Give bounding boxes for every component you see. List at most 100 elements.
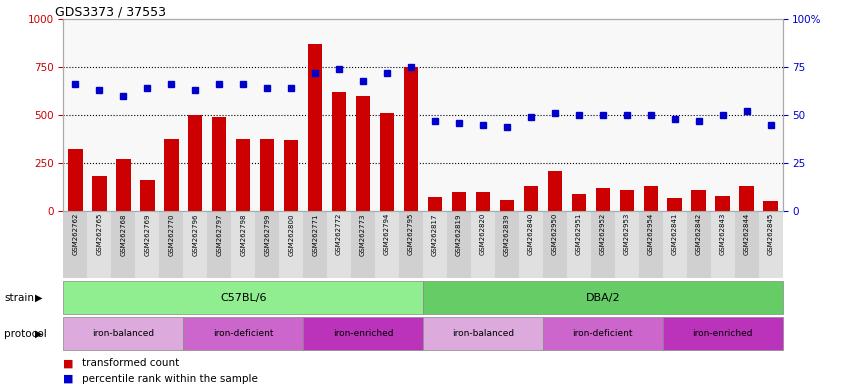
Text: GSM262797: GSM262797 — [217, 213, 222, 256]
Bar — [716, 196, 730, 211]
Bar — [543, 211, 567, 278]
Text: GSM262952: GSM262952 — [600, 213, 606, 255]
Bar — [284, 140, 299, 211]
Bar — [547, 171, 562, 211]
Text: GSM262954: GSM262954 — [648, 213, 654, 255]
Text: iron-deficient: iron-deficient — [213, 329, 273, 338]
Text: DBA/2: DBA/2 — [585, 293, 620, 303]
Bar — [662, 211, 687, 278]
Text: GSM262839: GSM262839 — [504, 213, 510, 256]
Bar — [404, 67, 418, 211]
Bar — [543, 317, 662, 350]
Text: strain: strain — [4, 293, 34, 303]
Bar — [759, 211, 783, 278]
Text: GSM262799: GSM262799 — [264, 213, 270, 256]
Bar — [327, 211, 351, 278]
Bar — [135, 211, 159, 278]
Bar — [447, 211, 471, 278]
Bar — [303, 211, 327, 278]
Text: GSM262800: GSM262800 — [288, 213, 294, 256]
Bar — [63, 317, 184, 350]
Bar — [428, 197, 442, 211]
Text: ■: ■ — [63, 358, 74, 368]
Text: GSM262840: GSM262840 — [528, 213, 534, 255]
Bar — [596, 188, 610, 211]
Text: iron-enriched: iron-enriched — [332, 329, 393, 338]
Bar — [711, 211, 734, 278]
Bar — [375, 211, 399, 278]
Bar — [356, 96, 371, 211]
Bar — [308, 44, 322, 211]
Bar — [619, 190, 634, 211]
Text: protocol: protocol — [4, 328, 47, 339]
Text: percentile rank within the sample: percentile rank within the sample — [82, 374, 258, 384]
Bar — [591, 211, 615, 278]
Bar — [734, 211, 759, 278]
Bar — [63, 211, 87, 278]
Bar — [159, 211, 184, 278]
Text: GSM262845: GSM262845 — [767, 213, 773, 255]
Bar — [475, 192, 490, 211]
Text: C57BL/6: C57BL/6 — [220, 293, 266, 303]
Text: GSM262844: GSM262844 — [744, 213, 750, 255]
Bar — [452, 192, 466, 211]
Bar — [207, 211, 231, 278]
Bar — [255, 211, 279, 278]
Text: GSM262819: GSM262819 — [456, 213, 462, 256]
Text: GSM262820: GSM262820 — [480, 213, 486, 255]
Bar — [63, 281, 423, 314]
Bar — [92, 176, 107, 211]
Text: GSM262841: GSM262841 — [672, 213, 678, 255]
Bar — [739, 186, 754, 211]
Bar — [662, 317, 783, 350]
Text: GSM262795: GSM262795 — [408, 213, 414, 255]
Bar — [667, 198, 682, 211]
Text: GDS3373 / 37553: GDS3373 / 37553 — [55, 6, 166, 19]
Bar — [380, 113, 394, 211]
Bar — [279, 211, 303, 278]
Bar — [303, 317, 423, 350]
Text: GSM262768: GSM262768 — [120, 213, 126, 256]
Text: GSM262773: GSM262773 — [360, 213, 366, 256]
Bar — [423, 281, 783, 314]
Bar — [691, 190, 706, 211]
Text: ■: ■ — [63, 374, 74, 384]
Bar — [567, 211, 591, 278]
Bar — [140, 180, 155, 211]
Text: GSM262771: GSM262771 — [312, 213, 318, 256]
Text: GSM262765: GSM262765 — [96, 213, 102, 255]
Text: GSM262843: GSM262843 — [720, 213, 726, 255]
Bar — [332, 92, 346, 211]
Text: GSM262762: GSM262762 — [73, 213, 79, 255]
Bar — [572, 194, 586, 211]
Text: GSM262842: GSM262842 — [695, 213, 701, 255]
Text: ▶: ▶ — [36, 328, 42, 339]
Text: GSM262769: GSM262769 — [145, 213, 151, 256]
Bar — [399, 211, 423, 278]
Bar — [644, 186, 658, 211]
Bar — [763, 201, 777, 211]
Bar — [615, 211, 639, 278]
Bar — [519, 211, 543, 278]
Text: GSM262953: GSM262953 — [624, 213, 629, 255]
Bar — [236, 139, 250, 211]
Bar — [687, 211, 711, 278]
Bar — [112, 211, 135, 278]
Bar — [164, 139, 179, 211]
Bar — [639, 211, 662, 278]
Bar — [212, 117, 227, 211]
Bar — [184, 317, 303, 350]
Text: iron-deficient: iron-deficient — [573, 329, 633, 338]
Text: GSM262770: GSM262770 — [168, 213, 174, 256]
Text: GSM262772: GSM262772 — [336, 213, 342, 255]
Bar — [69, 149, 83, 211]
Text: iron-balanced: iron-balanced — [92, 329, 155, 338]
Bar — [500, 200, 514, 211]
Bar — [495, 211, 519, 278]
Bar — [260, 139, 274, 211]
Text: GSM262951: GSM262951 — [576, 213, 582, 255]
Text: transformed count: transformed count — [82, 358, 179, 368]
Text: ▶: ▶ — [36, 293, 42, 303]
Bar — [351, 211, 375, 278]
Bar — [231, 211, 255, 278]
